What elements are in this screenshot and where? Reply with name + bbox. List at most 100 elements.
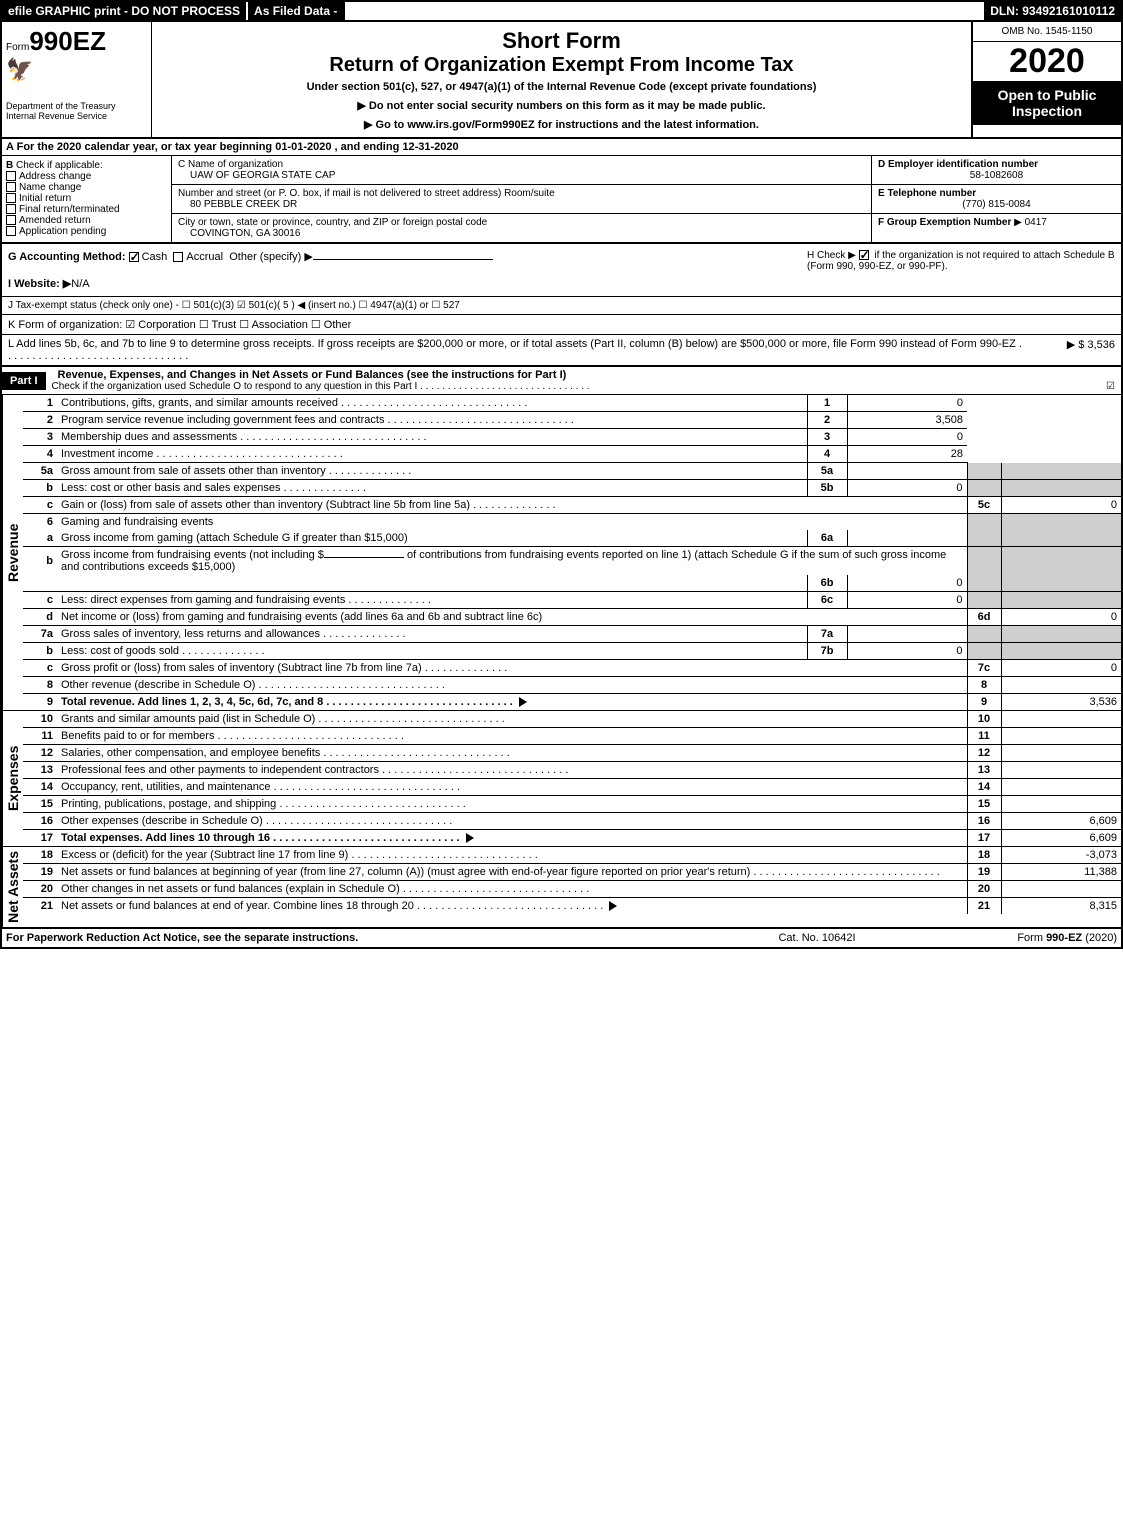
omb-number: OMB No. 1545-1150: [973, 22, 1121, 42]
revenue-section: Revenue 1Contributions, gifts, grants, a…: [2, 395, 1121, 711]
l7a-mb: 7a: [807, 626, 847, 643]
header-center: Short Form Return of Organization Exempt…: [152, 22, 971, 137]
D-label: D Employer identification number: [878, 159, 1038, 170]
B-amended: Amended return: [19, 215, 91, 226]
L-value: ▶ $ 3,536: [1025, 338, 1115, 362]
G-cash: Cash: [142, 251, 168, 263]
l5b-d: Less: cost or other basis and sales expe…: [61, 482, 366, 494]
l6b-mv: 0: [847, 575, 967, 592]
topbar-blank: [343, 2, 984, 20]
l6a-rg: [967, 530, 1001, 547]
G-label: G Accounting Method:: [8, 251, 126, 263]
C-name: UAW OF GEORGIA STATE CAP: [178, 170, 865, 181]
form-container: efile GRAPHIC print - DO NOT PROCESS As …: [0, 0, 1123, 949]
l18-n: 18: [23, 847, 57, 864]
l6d-n: d: [23, 609, 57, 626]
l19-n: 19: [23, 864, 57, 881]
short-form-title: Short Form: [156, 28, 967, 54]
l18-d: Excess or (deficit) for the year (Subtra…: [57, 847, 967, 864]
l7b-mb: 7b: [807, 643, 847, 660]
revenue-table: 1Contributions, gifts, grants, and simil…: [23, 395, 1121, 710]
I-value: N/A: [71, 278, 89, 290]
footer: For Paperwork Reduction Act Notice, see …: [2, 929, 1121, 947]
l6b-rg: [967, 547, 1001, 576]
l5c-v: 0: [1001, 497, 1121, 514]
G-other-blank[interactable]: [313, 259, 493, 260]
l5a-mv: [847, 463, 967, 480]
l6a-n: a: [23, 530, 57, 547]
l17-v: 6,609: [1001, 830, 1121, 847]
check-initial[interactable]: [6, 193, 16, 203]
line-L: L Add lines 5b, 6c, and 7b to line 9 to …: [2, 335, 1121, 367]
l6b-vg: [1001, 547, 1121, 576]
l21-d: Net assets or fund balances at end of ye…: [61, 900, 603, 912]
section-BCDEF: B Check if applicable: Address change Na…: [2, 156, 1121, 244]
l7a-rg: [967, 626, 1001, 643]
expenses-table: 10Grants and similar amounts paid (list …: [23, 711, 1121, 846]
B-app: Application pending: [19, 226, 106, 237]
tax-year: 2020: [973, 42, 1121, 81]
l21-wrap: Net assets or fund balances at end of ye…: [57, 898, 967, 915]
arrow-icon: [609, 901, 617, 911]
l20-n: 20: [23, 881, 57, 898]
check-amended[interactable]: [6, 215, 16, 225]
l6b-rg2: [967, 575, 1001, 592]
l5b-vg: [1001, 480, 1121, 497]
l6b-vg2: [1001, 575, 1121, 592]
l6b-blank[interactable]: [324, 557, 404, 558]
l2-v: 3,508: [847, 412, 967, 429]
l12-n: 12: [23, 745, 57, 762]
B-title: Check if applicable:: [16, 160, 103, 171]
column-DEF: D Employer identification number 58-1082…: [871, 156, 1121, 242]
l6b-d1: Gross income from fundraising events (no…: [61, 549, 324, 561]
revenue-sidelabel: Revenue: [2, 395, 23, 710]
F-label: F Group Exemption Number: [878, 217, 1011, 228]
l6-rg: [967, 514, 1001, 531]
check-accrual[interactable]: [173, 252, 183, 262]
l6b-mb: 6b: [807, 575, 847, 592]
netassets-section: Net Assets 18Excess or (deficit) for the…: [2, 847, 1121, 929]
check-final[interactable]: [6, 204, 16, 214]
goto-text: ▶ Go to www.irs.gov/Form990EZ for instru…: [364, 119, 759, 131]
l1-r: 1: [807, 395, 847, 412]
check-cash[interactable]: [129, 252, 139, 262]
l16-d: Other expenses (describe in Schedule O): [57, 813, 967, 830]
l3-r: 3: [807, 429, 847, 446]
l13-d: Professional fees and other payments to …: [57, 762, 967, 779]
line-K: K Form of organization: ☑ Corporation ☐ …: [2, 315, 1121, 335]
l6-vg: [1001, 514, 1121, 531]
l12-d: Salaries, other compensation, and employ…: [57, 745, 967, 762]
l15-r: 15: [967, 796, 1001, 813]
l5a-vg: [1001, 463, 1121, 480]
check-address[interactable]: [6, 171, 16, 181]
C-street-label: Number and street (or P. O. box, if mail…: [178, 188, 865, 199]
l6d-r: 6d: [967, 609, 1001, 626]
l16-v: 6,609: [1001, 813, 1121, 830]
check-H[interactable]: [859, 250, 869, 260]
l6b-spacer: [57, 575, 807, 592]
l10-d: Grants and similar amounts paid (list in…: [57, 711, 967, 728]
part1-check-text: Check if the organization used Schedule …: [52, 381, 1107, 392]
header-left: Form990EZ 🦅 Department of the Treasury I…: [2, 22, 152, 137]
l13-v: [1001, 762, 1121, 779]
no-ssn-line: ▶ Do not enter social security numbers o…: [156, 99, 967, 112]
l5b-rg: [967, 480, 1001, 497]
check-name-change[interactable]: [6, 182, 16, 192]
check-application[interactable]: [6, 226, 16, 236]
l13-n: 13: [23, 762, 57, 779]
E-label: E Telephone number: [878, 188, 976, 199]
l19-r: 19: [967, 864, 1001, 881]
I-label: I Website: ▶: [8, 278, 71, 290]
netassets-table: 18Excess or (deficit) for the year (Subt…: [23, 847, 1121, 914]
l5a-rg: [967, 463, 1001, 480]
column-C: C Name of organization UAW OF GEORGIA ST…: [172, 156, 871, 242]
G-block: G Accounting Method: Cash Accrual Other …: [2, 244, 801, 296]
C-city: COVINGTON, GA 30016: [178, 228, 865, 239]
l7c-n: c: [23, 660, 57, 677]
l18-v: -3,073: [1001, 847, 1121, 864]
l6b-n2: [23, 575, 57, 592]
line-A: A For the 2020 calendar year, or tax yea…: [2, 139, 1121, 156]
H-block: H Check ▶ if the organization is not req…: [801, 244, 1121, 296]
l21-r: 21: [967, 898, 1001, 915]
l12-r: 12: [967, 745, 1001, 762]
